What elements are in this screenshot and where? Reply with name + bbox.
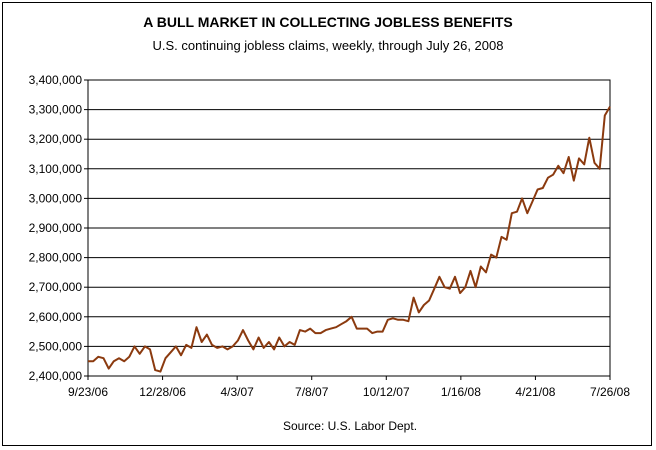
- y-tick-label: 2,500,000: [29, 339, 83, 353]
- y-tick-label: 2,600,000: [29, 310, 83, 324]
- y-tick-label: 2,800,000: [29, 251, 83, 265]
- chart-subtitle: U.S. continuing jobless claims, weekly, …: [153, 38, 504, 53]
- x-tick-label: 10/12/07: [363, 385, 410, 399]
- y-tick-label: 2,700,000: [29, 280, 83, 294]
- y-tick-label: 3,300,000: [29, 103, 83, 117]
- y-tick-label: 3,000,000: [29, 191, 83, 205]
- series-line: [88, 106, 611, 373]
- x-tick-label: 12/28/06: [139, 385, 186, 399]
- chart-source: Source: U.S. Labor Dept.: [283, 419, 417, 433]
- y-tick-label: 2,900,000: [29, 221, 83, 235]
- x-tick-label: 9/23/06: [68, 385, 108, 399]
- y-tick-label: 3,400,000: [29, 73, 83, 87]
- x-tick-label: 7/8/07: [295, 385, 329, 399]
- x-tick-label: 1/16/08: [441, 385, 481, 399]
- y-tick-label: 2,400,000: [29, 369, 83, 383]
- x-tick-label: 7/26/08: [590, 385, 630, 399]
- x-tick-label: 4/3/07: [220, 385, 254, 399]
- chart-title: A BULL MARKET IN COLLECTING JOBLESS BENE…: [143, 14, 512, 30]
- x-tick-label: 4/21/08: [515, 385, 555, 399]
- y-tick-label: 3,100,000: [29, 162, 83, 176]
- y-tick-label: 3,200,000: [29, 132, 83, 146]
